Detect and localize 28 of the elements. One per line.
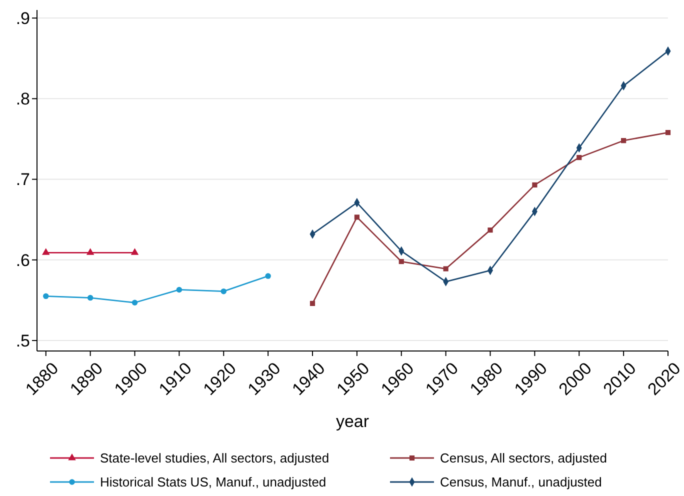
point (354, 214, 360, 220)
point (665, 130, 671, 136)
point (86, 248, 94, 255)
point (220, 288, 227, 294)
point (532, 182, 538, 188)
point (621, 138, 626, 144)
point (130, 248, 139, 255)
legend-label: Census, All sectors, adjusted (440, 450, 607, 466)
point (43, 293, 49, 300)
point (265, 273, 271, 279)
x-axis-title: year (336, 412, 370, 431)
point (488, 228, 493, 233)
y-tick-label: .8 (16, 90, 30, 109)
y-tick-label: .9 (16, 9, 30, 28)
point (132, 300, 138, 306)
point (176, 286, 182, 293)
y-tick-label: .7 (16, 170, 30, 190)
point (443, 266, 448, 272)
point (310, 300, 316, 306)
legend-label: State-level studies, All sectors, adjusted (100, 450, 330, 466)
point (398, 258, 404, 264)
point (42, 248, 50, 255)
y-tick-label: .5 (16, 331, 30, 350)
legend-label: Historical Stats US, Manuf., unadjusted (100, 474, 326, 490)
legend-label: Census, Manuf., unadjusted (440, 474, 602, 490)
point (576, 154, 582, 160)
point (87, 294, 94, 301)
y-tick-label: .6 (16, 250, 30, 270)
